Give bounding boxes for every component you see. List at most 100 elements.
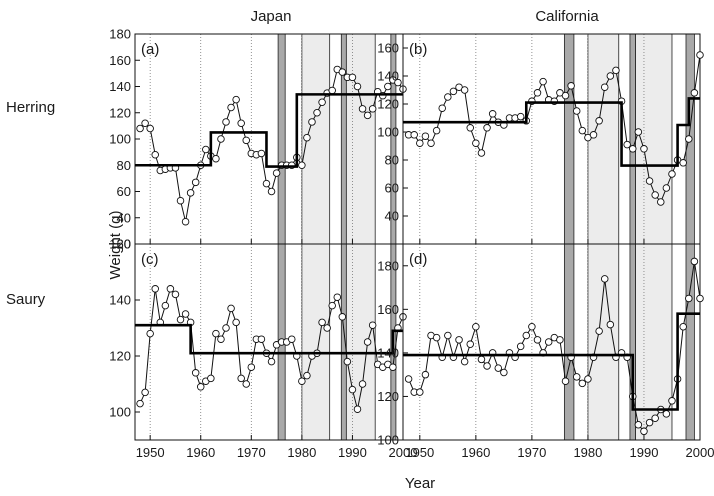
data-point — [600, 83, 609, 91]
y-tick-label: 100 — [377, 433, 399, 448]
data-point — [444, 331, 452, 340]
x-axis-title: Year — [405, 475, 435, 492]
data-point — [313, 108, 321, 117]
data-point — [668, 170, 676, 178]
data-point — [202, 145, 210, 154]
data-point — [181, 310, 190, 318]
panel-label: (d) — [409, 251, 427, 268]
data-point — [572, 107, 581, 115]
data-point — [146, 329, 154, 338]
data-point — [348, 385, 357, 394]
data-point — [578, 126, 587, 135]
data-point — [629, 145, 637, 153]
panel-frame — [402, 243, 701, 441]
x-tick-label: 1970 — [237, 445, 266, 460]
data-point — [318, 318, 326, 327]
data-point — [679, 159, 687, 167]
data-point — [578, 379, 587, 388]
data-point — [308, 118, 316, 126]
data-point — [567, 82, 575, 90]
y-tick-label: 140 — [109, 293, 131, 308]
data-point — [242, 136, 250, 145]
x-tick-label: 1950 — [405, 445, 434, 460]
data-point — [477, 355, 486, 364]
data-point — [151, 150, 159, 159]
regime-mean-line — [135, 93, 403, 168]
data-point — [191, 369, 200, 377]
data-point — [662, 410, 671, 418]
panel-d: 100 120 140 160 180 1950 1960 1970 1980 1990 2000 (… — [377, 243, 714, 460]
shaded-period-1 — [563, 33, 575, 245]
y-tick-label: 140 — [377, 345, 399, 360]
data-point — [455, 336, 463, 344]
data-point — [353, 405, 362, 413]
data-point — [171, 290, 180, 299]
regime-mean-line — [403, 312, 700, 411]
panels: 20 40 60 80 100 120 140 160 180 (a) 40 60 80 100 120 14… — [109, 27, 714, 461]
shaded-period-2 — [587, 33, 620, 245]
data-point — [166, 285, 175, 293]
data-point — [348, 73, 357, 82]
data-point — [606, 72, 615, 80]
data-point — [232, 318, 240, 327]
data-point — [232, 95, 240, 104]
data-point — [421, 370, 430, 379]
data-point — [141, 388, 149, 397]
data-point — [533, 336, 542, 344]
panel-c: 100 120 140 160 1950 1960 1970 1980 1990 2000 (c) — [109, 237, 417, 461]
data-point — [634, 421, 643, 429]
data-point — [338, 68, 347, 76]
data-point — [444, 93, 452, 101]
regime-mean-line — [403, 97, 700, 167]
data-point — [685, 294, 693, 303]
data-point — [522, 331, 531, 340]
data-point — [416, 388, 424, 396]
data-point — [136, 124, 144, 133]
column-title-japan: Japan — [251, 8, 292, 25]
data-point — [696, 294, 704, 303]
data-point — [328, 301, 336, 310]
data-point — [516, 112, 525, 121]
shaded-period-1 — [563, 243, 575, 441]
data-point — [460, 357, 469, 366]
data-point — [368, 321, 377, 329]
shaded-period-1 — [277, 33, 286, 245]
data-point — [634, 128, 643, 136]
data-point — [217, 335, 225, 343]
data-point — [657, 198, 665, 206]
data-point — [151, 285, 159, 293]
data-point — [237, 119, 245, 127]
data-point — [410, 131, 418, 139]
y-tick-label: 40 — [117, 210, 131, 225]
data-point — [612, 66, 620, 75]
data-point — [358, 105, 367, 113]
data-point — [227, 304, 235, 313]
data-point — [222, 324, 230, 332]
data-point — [483, 124, 491, 132]
row-label-saury: Saury — [6, 291, 46, 308]
data-point — [427, 139, 435, 147]
data-point — [438, 104, 446, 112]
data-point — [136, 399, 144, 408]
data-point — [645, 177, 654, 185]
data-point — [516, 342, 525, 351]
data-point — [272, 169, 281, 177]
panel-b: 40 60 80 100 120 140 160 (b) — [377, 33, 704, 245]
x-tick-label: 1960 — [186, 445, 215, 460]
data-point — [584, 375, 592, 383]
data-point — [421, 132, 430, 140]
data-point — [533, 89, 542, 97]
data-point — [449, 87, 458, 96]
data-point — [227, 103, 235, 112]
y-tick-label: 180 — [109, 27, 131, 42]
x-tick-label: 1950 — [136, 445, 165, 460]
data-point — [589, 131, 598, 139]
data-point — [432, 126, 441, 135]
data-point — [196, 383, 205, 391]
data-point — [237, 374, 245, 383]
data-point — [645, 418, 654, 427]
data-point — [572, 373, 581, 381]
data-point — [494, 364, 503, 372]
data-point — [483, 362, 491, 370]
shaded-period-2 — [587, 243, 620, 441]
